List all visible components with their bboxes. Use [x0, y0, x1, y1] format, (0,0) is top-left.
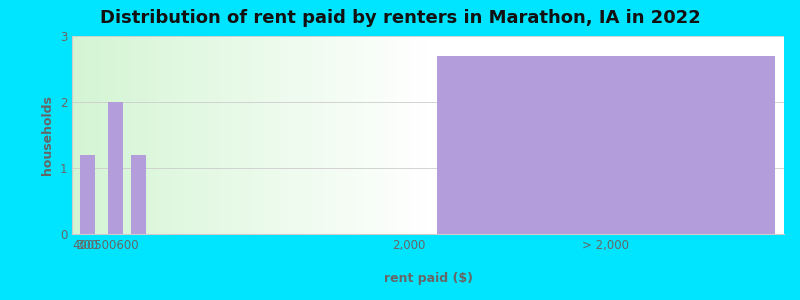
Bar [108, 102, 123, 234]
Text: rent paid ($): rent paid ($) [383, 272, 473, 285]
Text: Distribution of rent paid by renters in Marathon, IA in 2022: Distribution of rent paid by renters in … [100, 9, 700, 27]
Bar [79, 155, 94, 234]
Y-axis label: households: households [41, 95, 54, 175]
Bar [130, 155, 146, 234]
